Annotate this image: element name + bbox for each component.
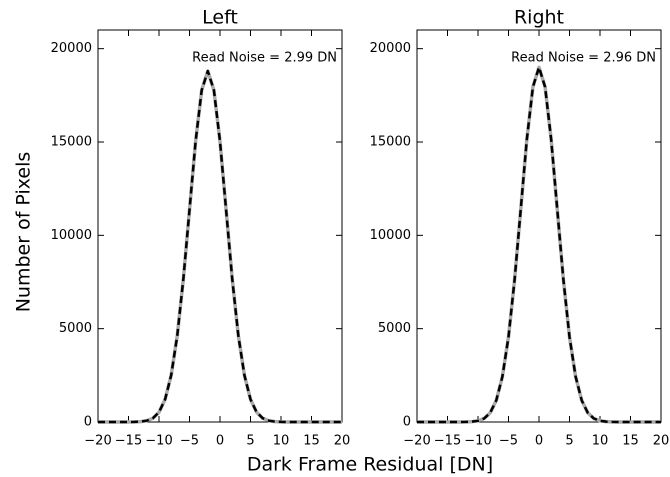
annotation: Read Noise = 2.96 DN	[511, 51, 656, 66]
y-axis-label: Number of Pixels	[13, 152, 35, 313]
x-tick-label: 0	[216, 434, 224, 449]
y-tick-label: 15000	[370, 135, 411, 150]
y-tick-label: 5000	[59, 321, 92, 336]
y-tick-label: 10000	[51, 228, 92, 243]
x-tick-label: −15	[434, 434, 461, 449]
x-tick-label: −20	[84, 434, 111, 449]
y-tick-label: 5000	[378, 321, 411, 336]
y-tick-label: 0	[84, 415, 92, 430]
y-tick-label: 10000	[370, 228, 411, 243]
x-tick-label: −10	[145, 434, 172, 449]
y-tick-label: 20000	[370, 41, 411, 56]
x-tick-label: 10	[273, 434, 290, 449]
panel-title: Right	[514, 7, 564, 29]
plot-area	[416, 29, 662, 423]
x-tick-label: −15	[115, 434, 142, 449]
x-tick-label: −10	[464, 434, 491, 449]
x-axis-label: Dark Frame Residual [DN]	[247, 454, 493, 476]
y-tick-label: 20000	[51, 41, 92, 56]
x-tick-label: 5	[565, 434, 573, 449]
x-tick-label: 5	[246, 434, 254, 449]
x-tick-label: 15	[303, 434, 320, 449]
x-tick-label: 20	[653, 434, 670, 449]
line-series	[417, 65, 661, 424]
x-tick-label: 20	[334, 434, 351, 449]
panel-title: Left	[202, 7, 238, 29]
line-series	[98, 69, 342, 424]
x-tick-label: 10	[592, 434, 609, 449]
y-tick-label: 15000	[51, 135, 92, 150]
x-tick-label: −5	[499, 434, 518, 449]
x-tick-label: −20	[403, 434, 430, 449]
x-tick-label: 0	[535, 434, 543, 449]
y-tick-label: 0	[403, 415, 411, 430]
line-series	[417, 66, 661, 424]
annotation: Read Noise = 2.99 DN	[192, 51, 337, 66]
x-tick-label: −5	[180, 434, 199, 449]
x-tick-label: 15	[622, 434, 639, 449]
plot-area	[97, 29, 343, 423]
line-series	[98, 69, 342, 424]
